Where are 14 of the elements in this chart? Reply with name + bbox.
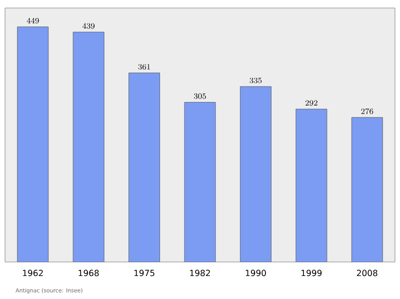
x-tick-label: 1982 bbox=[190, 270, 210, 276]
bar bbox=[128, 72, 160, 262]
bar bbox=[296, 108, 328, 262]
x-tick-label: 2008 bbox=[356, 270, 378, 276]
bar bbox=[17, 26, 49, 262]
x-tick-label: 1962 bbox=[23, 270, 43, 276]
x-tick-label: 1968 bbox=[78, 270, 99, 276]
bar bbox=[351, 117, 383, 262]
x-tick-label: 1999 bbox=[302, 270, 322, 276]
x-tick-label: 1975 bbox=[134, 270, 154, 276]
bar bbox=[240, 86, 272, 262]
bar bbox=[72, 32, 104, 262]
x-tick-label: 1990 bbox=[246, 270, 266, 276]
bar bbox=[184, 102, 216, 262]
